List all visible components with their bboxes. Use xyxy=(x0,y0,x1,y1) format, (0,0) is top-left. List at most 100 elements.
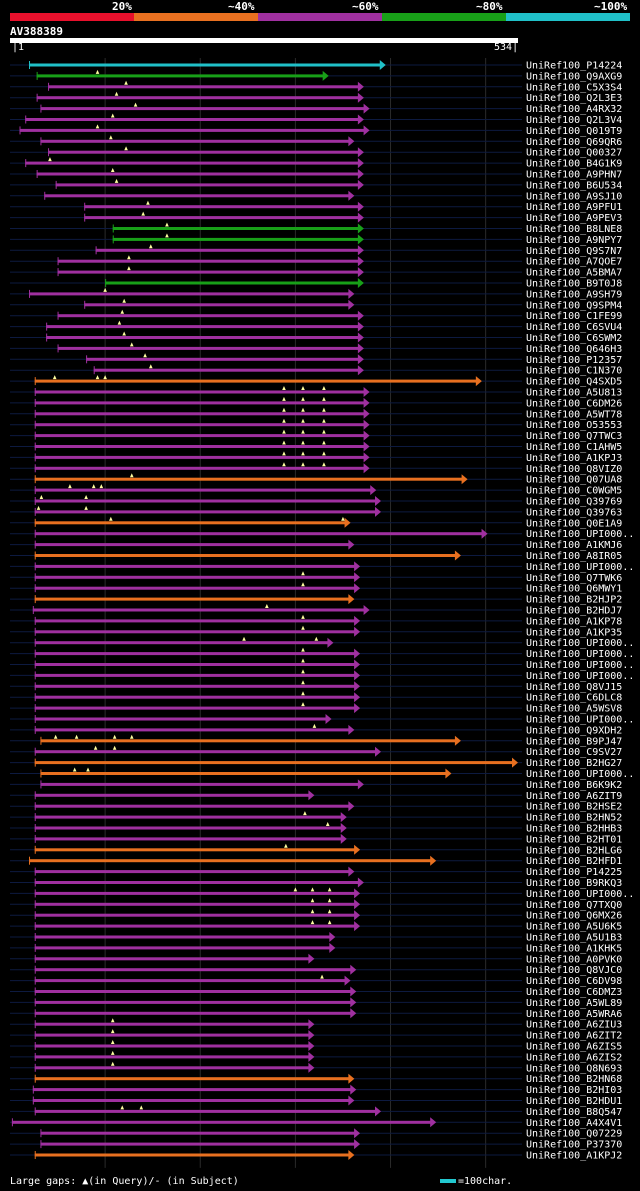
hit-label[interactable]: UniRef100_B2HHB3 xyxy=(526,824,622,835)
hit-row[interactable]: UniRef100_A1KP35 xyxy=(10,625,622,639)
hit-row[interactable]: UniRef100_Q07UA8 xyxy=(10,473,622,486)
hit-label[interactable]: UniRef100_P14224 xyxy=(526,61,622,72)
hit-row[interactable]: UniRef100_A9SJ10 xyxy=(10,190,622,203)
hit-label[interactable]: UniRef100_A1KPJ3 xyxy=(526,453,622,464)
hit-label[interactable]: UniRef100_Q7TXQ0 xyxy=(526,900,622,911)
hit-row[interactable]: UniRef100_A6ZIT9 xyxy=(10,790,622,802)
hit-label[interactable]: UniRef100_B2HJP2 xyxy=(526,595,622,606)
hit-row[interactable]: UniRef100_A4X4V1 xyxy=(10,1117,622,1129)
hit-label[interactable]: UniRef100_Q07UA8 xyxy=(526,475,622,486)
hit-row[interactable]: UniRef100_C1AHW5 xyxy=(10,440,622,454)
hit-label[interactable]: UniRef100_Q9SPM4 xyxy=(526,300,622,311)
hit-row[interactable]: UniRef100_UPI000.. xyxy=(10,658,634,672)
hit-row[interactable]: UniRef100_P14225 xyxy=(10,866,622,879)
hit-label[interactable]: UniRef100_UPI000.. xyxy=(526,562,634,573)
hit-label[interactable]: UniRef100_A1KP78 xyxy=(526,616,622,627)
hit-row[interactable]: UniRef100_B9PJ47 xyxy=(10,734,622,748)
hit-label[interactable]: UniRef100_A9SJ10 xyxy=(526,191,622,202)
hit-row[interactable]: UniRef100_A5BMA7 xyxy=(10,266,622,279)
hit-row[interactable]: UniRef100_A6ZIU3 xyxy=(10,1018,622,1031)
hit-label[interactable]: UniRef100_C6DMZ3 xyxy=(526,987,622,998)
hit-row[interactable]: UniRef100_B6U534 xyxy=(10,178,622,192)
hit-row[interactable]: UniRef100_Q8VJ15 xyxy=(10,680,622,693)
hit-row[interactable]: UniRef100_Q9AXG9 xyxy=(10,69,622,83)
hit-label[interactable]: UniRef100_C6DLC8 xyxy=(526,693,622,704)
hit-row[interactable]: UniRef100_Q00327 xyxy=(10,146,622,159)
hit-row[interactable]: UniRef100_A1KP78 xyxy=(10,614,622,628)
hit-row[interactable]: UniRef100_B8LNE8 xyxy=(10,222,622,236)
hit-label[interactable]: UniRef100_B2HI03 xyxy=(526,1085,622,1096)
hit-row[interactable]: UniRef100_A9PHN7 xyxy=(10,168,622,181)
hit-row[interactable]: UniRef100_A6ZIS2 xyxy=(10,1050,622,1064)
hit-label[interactable]: UniRef100_Q2L3E3 xyxy=(526,93,622,104)
hit-row[interactable]: UniRef100_A8IR05 xyxy=(10,550,622,563)
hit-row[interactable]: UniRef100_A9PEV3 xyxy=(10,211,622,225)
hit-label[interactable]: UniRef100_A5U1B3 xyxy=(526,933,622,944)
hit-label[interactable]: UniRef100_C6DM26 xyxy=(526,398,622,409)
hit-label[interactable]: UniRef100_A6ZIT9 xyxy=(526,791,622,802)
hit-label[interactable]: UniRef100_Q8VJ15 xyxy=(526,682,622,693)
hit-row[interactable]: UniRef100_UPI000.. xyxy=(10,669,634,682)
hit-label[interactable]: UniRef100_C6SWM2 xyxy=(526,333,622,344)
hit-label[interactable]: UniRef100_A6ZIU3 xyxy=(526,1020,622,1031)
hit-row[interactable]: UniRef100_A9SH79 xyxy=(10,287,622,301)
hit-row[interactable]: UniRef100_B2HLG6 xyxy=(10,843,622,857)
hit-label[interactable]: UniRef100_UPI000.. xyxy=(526,715,634,726)
hit-label[interactable]: UniRef100_Q0E1A9 xyxy=(526,518,622,529)
hit-row[interactable]: UniRef100_B9RKQ3 xyxy=(10,877,622,890)
hit-label[interactable]: UniRef100_Q4SXD5 xyxy=(526,377,622,388)
hit-label[interactable]: UniRef100_B8Q547 xyxy=(526,1107,622,1118)
hit-row[interactable]: UniRef100_UPI000.. xyxy=(10,767,634,781)
hit-label[interactable]: UniRef100_UPI000.. xyxy=(526,638,634,649)
hit-label[interactable]: UniRef100_UPI000.. xyxy=(526,649,634,660)
hit-label[interactable]: UniRef100_Q6MX26 xyxy=(526,911,622,922)
hit-label[interactable]: UniRef100_C1FE99 xyxy=(526,311,622,322)
hit-row[interactable]: UniRef100_Q4SXD5 xyxy=(10,375,622,388)
hit-label[interactable]: UniRef100_A5WRA6 xyxy=(526,1009,622,1020)
hit-label[interactable]: UniRef100_A5U813 xyxy=(526,388,622,399)
hit-row[interactable]: UniRef100_P14224 xyxy=(10,60,622,72)
hit-label[interactable]: UniRef100_A4X4V1 xyxy=(526,1118,622,1129)
hit-label[interactable]: UniRef100_Q8N693 xyxy=(526,1063,622,1074)
hit-label[interactable]: UniRef100_A6ZIT2 xyxy=(526,1031,622,1042)
hit-row[interactable]: UniRef100_C6DLC8 xyxy=(10,691,622,704)
hit-row[interactable]: UniRef100_A5WT78 xyxy=(10,407,622,421)
hit-label[interactable]: UniRef100_C6SVU4 xyxy=(526,322,622,333)
hit-row[interactable]: UniRef100_B2HFD1 xyxy=(10,855,622,868)
hit-row[interactable]: UniRef100_Q646H3 xyxy=(10,342,622,355)
hit-label[interactable]: UniRef100_A5WSV8 xyxy=(526,704,622,715)
hit-row[interactable]: UniRef100_UPI000.. xyxy=(10,887,634,900)
hit-row[interactable]: UniRef100_C6SVU4 xyxy=(10,320,622,334)
hit-row[interactable]: UniRef100_UPI000.. xyxy=(10,714,634,726)
hit-label[interactable]: UniRef100_A0PVK0 xyxy=(526,954,622,965)
hit-row[interactable]: UniRef100_A1KPJ2 xyxy=(10,1150,622,1162)
hit-row[interactable]: UniRef100_A6ZIT2 xyxy=(10,1029,622,1042)
hit-label[interactable]: UniRef100_A5BMA7 xyxy=(526,268,622,279)
hit-label[interactable]: UniRef100_B2HN52 xyxy=(526,813,622,824)
hit-row[interactable]: UniRef100_C5X3S4 xyxy=(10,80,622,94)
hit-row[interactable]: UniRef100_Q6MWY1 xyxy=(10,582,622,595)
hit-row[interactable]: UniRef100_UPI000.. xyxy=(10,647,634,661)
hit-row[interactable]: UniRef100_A5U813 xyxy=(10,386,622,399)
hit-label[interactable]: UniRef100_UPI000.. xyxy=(526,671,634,682)
hit-row[interactable]: UniRef100_C6DM26 xyxy=(10,396,622,410)
hit-row[interactable]: UniRef100_B6K9K2 xyxy=(10,779,622,791)
hit-row[interactable]: UniRef100_A9PFU1 xyxy=(10,200,622,214)
hit-row[interactable]: UniRef100_Q2L3V4 xyxy=(10,113,622,127)
hit-row[interactable]: UniRef100_C1FE99 xyxy=(10,309,622,323)
hit-label[interactable]: UniRef100_P37370 xyxy=(526,1140,622,1151)
hit-row[interactable]: UniRef100_C6DMZ3 xyxy=(10,986,622,999)
hit-row[interactable]: UniRef100_B2HDJ7 xyxy=(10,604,622,617)
hit-label[interactable]: UniRef100_Q39769 xyxy=(526,497,622,508)
hit-label[interactable]: UniRef100_B2HT01 xyxy=(526,834,622,845)
hit-row[interactable]: UniRef100_Q8N693 xyxy=(10,1061,622,1075)
hit-row[interactable]: UniRef100_Q39763 xyxy=(10,505,622,519)
hit-label[interactable]: UniRef100_A1KPJ2 xyxy=(526,1151,622,1162)
hit-row[interactable]: UniRef100_A5U1B3 xyxy=(10,932,622,944)
hit-label[interactable]: UniRef100_B9RKQ3 xyxy=(526,878,622,889)
hit-label[interactable]: UniRef100_Q9AXG9 xyxy=(526,71,622,82)
hit-row[interactable]: UniRef100_B2HJP2 xyxy=(10,594,622,606)
hit-row[interactable]: UniRef100_A5U6K5 xyxy=(10,920,622,933)
hit-row[interactable]: UniRef100_Q69QR6 xyxy=(10,135,622,148)
hit-row[interactable]: UniRef100_A1KHK5 xyxy=(10,942,622,955)
